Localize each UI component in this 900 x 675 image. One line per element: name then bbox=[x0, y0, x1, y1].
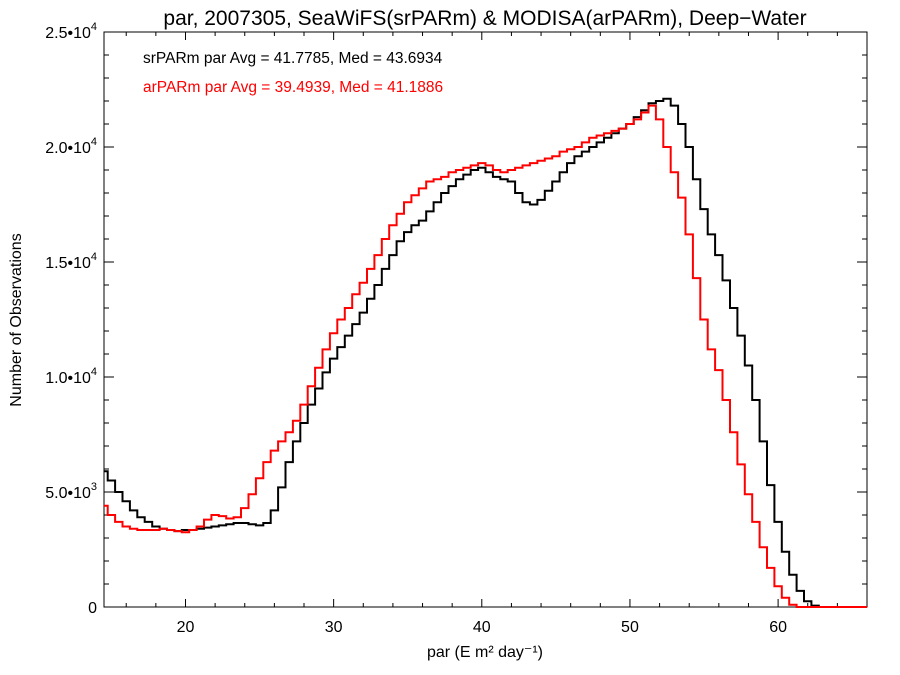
series-layer bbox=[104, 97, 867, 608]
x-tick-labels: 20 30 40 50 60 bbox=[177, 619, 788, 636]
x-tick-label: 60 bbox=[769, 619, 787, 636]
annotation-arparm: arPARm par Avg = 39.4939, Med = 41.1886 bbox=[143, 79, 443, 96]
y-axis-label: Number of Observations bbox=[8, 233, 25, 406]
y-tick-label: 5.0•103 bbox=[45, 481, 97, 502]
x-tick-label: 20 bbox=[177, 619, 195, 636]
annotation-srparm: srPARm par Avg = 41.7785, Med = 43.6934 bbox=[143, 50, 443, 67]
y-tick-label: 2.5•104 bbox=[45, 21, 97, 42]
y-tick-label: 0 bbox=[88, 600, 97, 617]
chart-title: par, 2007305, SeaWiFS(srPARm) & MODISA(a… bbox=[163, 7, 806, 30]
x-axis-label: par (E m² day⁻¹) bbox=[427, 644, 543, 661]
x-tick-label: 30 bbox=[325, 619, 343, 636]
x-tick-label: 40 bbox=[473, 619, 491, 636]
series-line-1 bbox=[104, 104, 867, 608]
y-tick-label: 1.0•104 bbox=[45, 366, 97, 387]
y-tick-label: 2.0•104 bbox=[45, 136, 97, 157]
axis-ticks bbox=[104, 31, 868, 608]
x-tick-label: 50 bbox=[621, 619, 639, 636]
series-line-0 bbox=[104, 97, 867, 608]
y-tick-labels: 0 5.0•103 1.0•104 1.5•104 2.0•104 2.5•104 bbox=[45, 21, 97, 617]
plot-frame bbox=[103, 31, 868, 608]
y-tick-label: 1.5•104 bbox=[45, 251, 97, 272]
